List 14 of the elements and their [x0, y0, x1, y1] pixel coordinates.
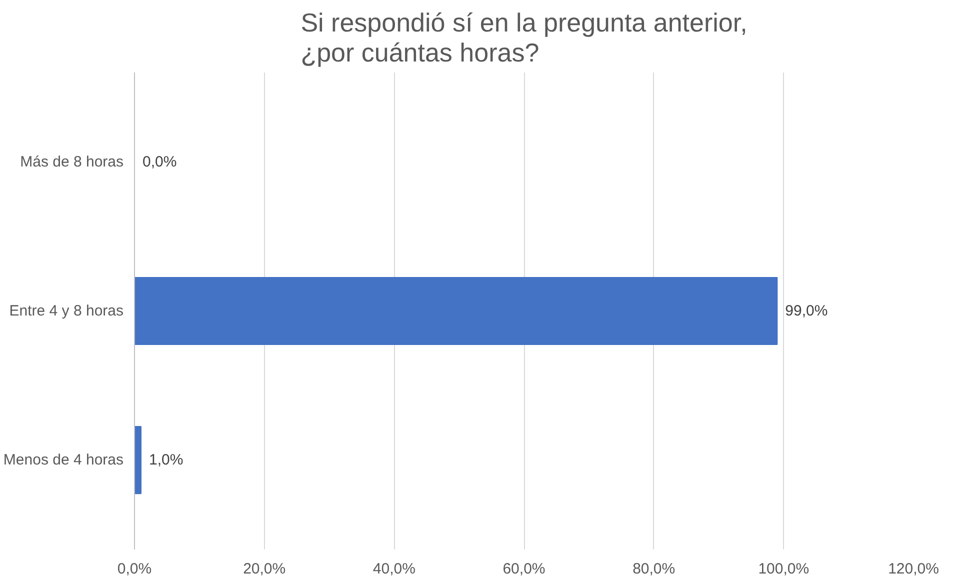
y-tick-label: Entre 4 y 8 horas: [9, 302, 124, 320]
x-tick-label: 100,0%: [758, 560, 810, 578]
x-tick-label: 120,0%: [888, 560, 939, 578]
data-label: 0,0%: [142, 153, 177, 170]
y-tick-label: Menos de 4 horas: [3, 452, 124, 469]
x-tick-label: 0,0%: [117, 560, 152, 578]
chart-title: Si respondió sí en la pregunta anterior, ¿por cuántas horas?: [300, 8, 748, 68]
x-tick-label: 80,0%: [632, 560, 676, 578]
y-tick-label: Más de 8 horas: [20, 153, 124, 170]
x-tick-label: 40,0%: [372, 560, 416, 578]
data-label: 99,0%: [785, 302, 828, 320]
x-tick-label: 60,0%: [502, 560, 546, 578]
x-tick-label: 20,0%: [243, 560, 286, 578]
data-label: 1,0%: [148, 452, 184, 469]
